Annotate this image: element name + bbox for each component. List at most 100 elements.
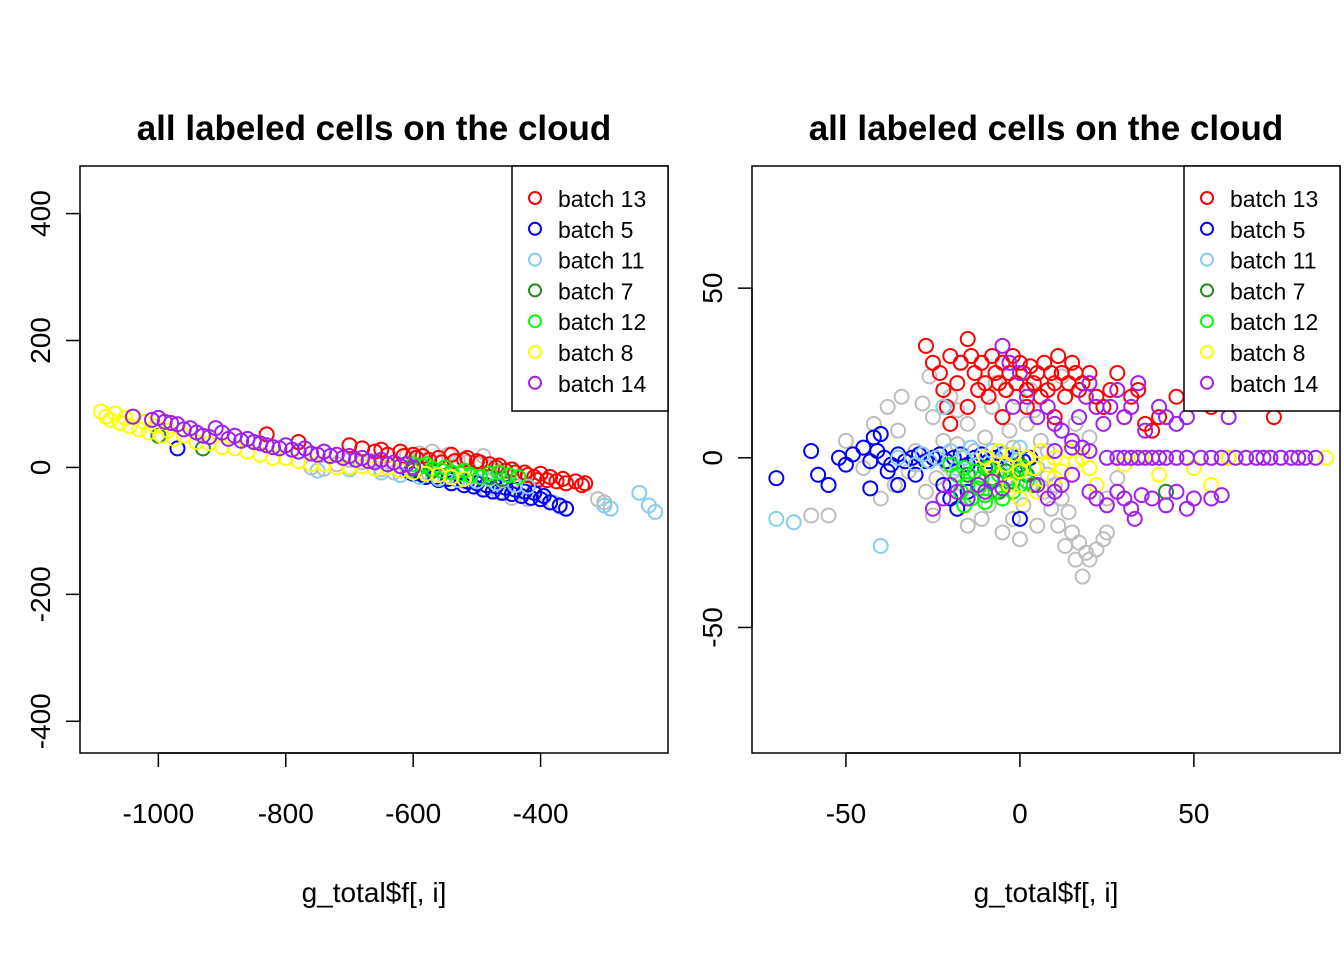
- point-batch-13: [1095, 398, 1112, 415]
- point-batch-8: [117, 409, 134, 426]
- background-point: [917, 483, 934, 500]
- point-batch-14: [284, 441, 301, 458]
- point-batch-12: [994, 490, 1011, 507]
- legend-marker: [528, 252, 542, 267]
- background-point: [914, 395, 931, 412]
- background-point: [1060, 504, 1077, 521]
- legend-marker: [1200, 314, 1214, 329]
- point-batch-14: [1262, 449, 1279, 466]
- point-batch-14: [1185, 490, 1202, 507]
- point-batch-14: [1220, 409, 1237, 426]
- point-batch-14: [994, 480, 1011, 497]
- data-points: [93, 403, 664, 520]
- background-point: [837, 432, 854, 449]
- point-batch-8: [1220, 449, 1237, 466]
- background-point: [1011, 531, 1028, 548]
- x-tick-label: 50: [1178, 798, 1209, 829]
- legend-label: batch 13: [558, 186, 646, 212]
- legend-label: batch 8: [558, 340, 633, 366]
- legend-marker: [1200, 221, 1214, 236]
- legend-marker: [528, 221, 542, 236]
- background-point: [1004, 510, 1021, 527]
- legend-label: batch 7: [1230, 278, 1305, 304]
- point-batch-8: [98, 408, 115, 425]
- point-batch-14: [1168, 449, 1185, 466]
- point-batch-14: [1095, 415, 1112, 432]
- point-batch-11: [647, 503, 664, 520]
- point-batch-13: [1151, 409, 1168, 426]
- point-batch-14: [124, 408, 141, 425]
- point-batch-5: [820, 476, 837, 493]
- point-batch-8: [1081, 459, 1098, 476]
- legend-label: batch 12: [558, 309, 646, 335]
- point-batch-13: [963, 348, 980, 365]
- legend-marker: [1200, 283, 1214, 298]
- point-batch-14: [1001, 354, 1018, 371]
- point-batch-14: [1290, 449, 1307, 466]
- point-batch-14: [1137, 422, 1154, 439]
- plot-panel-2: all labeled cells on the cloud -50 0 50 g_to…: [697, 109, 1341, 908]
- point-batch-14: [1192, 449, 1209, 466]
- point-batch-12: [500, 467, 517, 484]
- point-batch-14: [1168, 415, 1185, 432]
- point-batch-14: [1074, 439, 1091, 456]
- point-batch-11: [890, 449, 907, 466]
- background-point: [879, 398, 896, 415]
- point-batch-14: [1109, 381, 1126, 398]
- legend-label: batch 11: [558, 248, 645, 274]
- point-batch-14: [1053, 476, 1070, 493]
- legend-marker: [528, 375, 542, 390]
- point-batch-14: [1126, 510, 1143, 527]
- legend-label: batch 14: [1230, 371, 1318, 397]
- point-batch-14: [1158, 497, 1175, 514]
- point-batch-14: [1029, 409, 1046, 426]
- point-batch-14: [392, 458, 409, 475]
- point-batch-14: [924, 500, 941, 517]
- point-batch-14: [1123, 398, 1140, 415]
- point-batch-12: [456, 462, 473, 479]
- background-point: [959, 415, 976, 432]
- legend-marker: [1200, 375, 1214, 390]
- point-batch-13: [1144, 422, 1161, 439]
- point-batch-13: [1064, 354, 1081, 371]
- point-batch-14: [1144, 490, 1161, 507]
- background-point: [1050, 517, 1067, 534]
- point-batch-14: [1004, 398, 1021, 415]
- point-batch-13: [1025, 375, 1042, 392]
- legend-label: batch 5: [558, 217, 633, 243]
- point-batch-13: [959, 398, 976, 415]
- point-batch-12: [491, 464, 508, 481]
- point-batch-5: [890, 476, 907, 493]
- point-batch-8: [112, 415, 129, 432]
- point-batch-8: [166, 430, 183, 447]
- point-batch-14: [1168, 483, 1185, 500]
- y-tick-label: -200: [25, 566, 56, 622]
- point-batch-13: [519, 467, 536, 484]
- x-axis-label: g_total$f[, i]: [974, 877, 1119, 908]
- point-batch-14: [1123, 500, 1140, 517]
- y-tick-label: -50: [697, 607, 728, 647]
- point-batch-14: [1018, 388, 1035, 405]
- background-point: [893, 388, 910, 405]
- point-batch-5: [879, 463, 896, 480]
- x-tick-label: -800: [258, 798, 314, 829]
- point-batch-14: [1071, 409, 1088, 426]
- background-point: [984, 398, 1001, 415]
- point-batch-14: [1178, 449, 1195, 466]
- point-batch-13: [994, 409, 1011, 426]
- plot-panel-1: all labeled cells on the cloud -1000 -800 -…: [25, 109, 669, 908]
- point-batch-14: [1255, 449, 1272, 466]
- legend: batch 13 batch 5 batch 11 batch 7 batch 12 ba…: [511, 165, 669, 412]
- background-point: [1057, 538, 1074, 555]
- point-batch-12: [942, 456, 959, 473]
- point-batch-14: [1238, 449, 1255, 466]
- background-point: [935, 432, 952, 449]
- legend-label: batch 8: [1230, 340, 1305, 366]
- legend-label: batch 5: [1230, 217, 1305, 243]
- point-batch-8: [1046, 449, 1063, 466]
- point-batch-14: [1297, 449, 1314, 466]
- point-batch-14: [1151, 398, 1168, 415]
- background-point: [890, 422, 907, 439]
- point-batch-14: [1272, 449, 1289, 466]
